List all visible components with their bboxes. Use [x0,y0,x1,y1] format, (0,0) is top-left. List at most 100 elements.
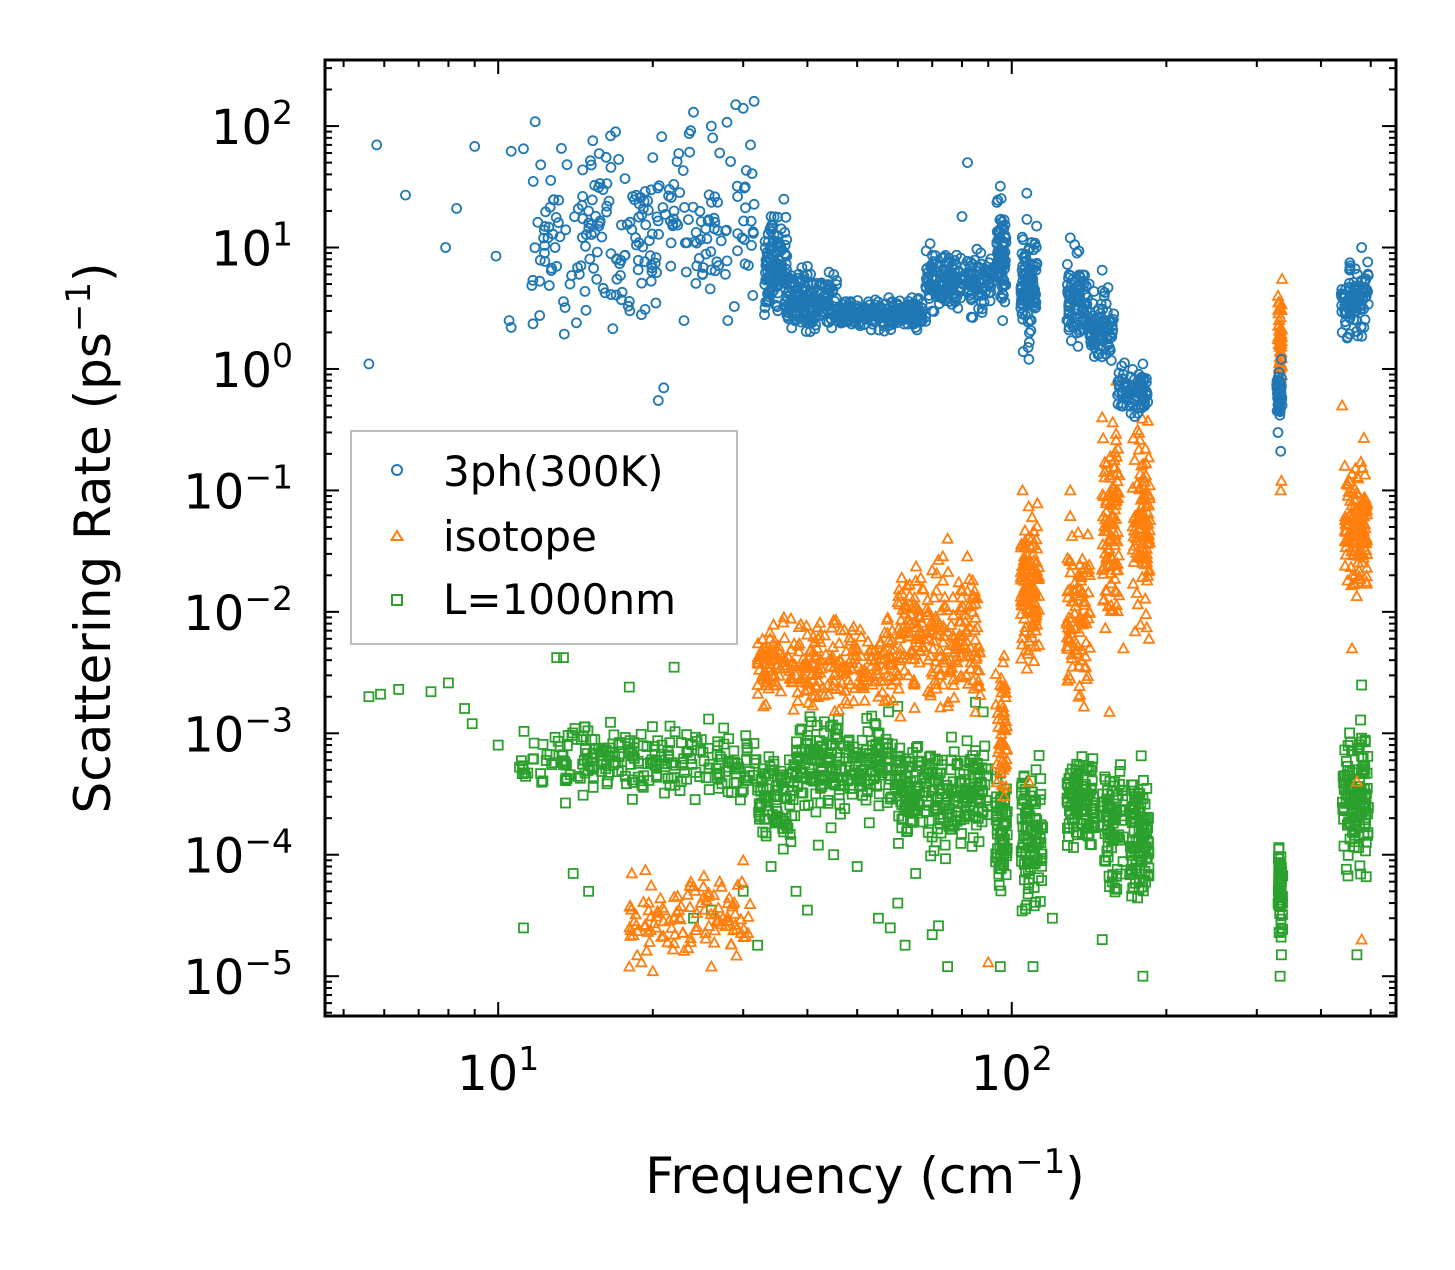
data-point [1136,470,1150,483]
data-point [1360,845,1371,857]
data-point [762,251,773,263]
data-point [1063,509,1077,521]
data-point [552,735,564,747]
data-point [884,922,896,934]
data-point [616,219,627,231]
data-point [725,156,736,167]
data-point [695,744,706,756]
data-point [810,806,822,818]
data-point [994,961,1006,972]
data-point [865,774,876,786]
data-point [791,693,805,706]
data-point [1360,507,1374,520]
data-point [704,283,716,295]
data-point [973,836,985,847]
data-point [776,658,791,671]
data-point [828,704,842,716]
data-point [1097,820,1109,832]
data-point [955,838,967,849]
data-point [1063,286,1075,298]
data-point [1274,358,1288,371]
data-point [666,942,680,955]
data-point [971,674,985,686]
data-point [1063,626,1078,639]
data-point [784,799,796,811]
data-point [740,202,751,214]
data-point [971,243,983,255]
data-point [878,625,892,638]
data-point [605,289,617,300]
data-point [921,652,935,665]
data-point [1275,900,1287,912]
data-point [1104,489,1118,501]
data-point [684,935,698,947]
data-point [794,617,808,630]
data-point [1022,888,1034,900]
data-point [888,317,899,329]
data-point [955,775,967,787]
data-point [1016,777,1028,789]
data-point [1111,864,1123,875]
data-point [1030,764,1042,776]
data-point [763,295,775,307]
data-point [876,767,888,778]
data-point [844,634,858,646]
data-point [658,382,670,394]
data-point [516,755,527,767]
data-point [792,636,807,649]
data-point [1072,340,1084,352]
data-point [520,770,531,782]
data-point [1107,780,1119,792]
data-point [605,716,616,728]
data-point [804,711,816,723]
data-point [681,237,693,249]
data-point [927,590,941,603]
data-point [854,649,868,661]
data-point [1340,863,1352,875]
data-point [1347,826,1358,838]
data-point [1062,779,1074,791]
data-point [907,590,922,603]
data-point [545,174,557,186]
data-point [1360,291,1371,303]
data-point [846,788,858,800]
data-point [1121,380,1133,392]
data-point [863,817,875,829]
data-point [684,146,695,158]
data-point [932,667,947,680]
data-point [610,289,622,301]
data-point [722,315,734,327]
data-point [766,636,780,649]
data-point [1142,631,1156,644]
data-point [751,686,765,699]
data-point [993,224,1005,236]
data-point [1132,482,1147,495]
data-point [748,95,760,107]
data-point [1352,786,1363,798]
data-point [698,926,713,939]
data-point [527,274,539,286]
data-point [1016,847,1028,858]
data-point [1078,594,1092,607]
data-point [962,157,973,169]
data-point [848,681,862,694]
data-point [936,619,950,632]
data-point [838,740,849,752]
data-point [1135,750,1147,762]
data-point [748,738,760,749]
data-point [688,106,699,118]
data-point [1141,390,1153,401]
data-point [1350,470,1364,482]
data-point [668,772,680,783]
data-point [1066,310,1078,322]
data-point [1061,590,1075,603]
data-point [997,789,1011,802]
data-point [1360,871,1372,883]
data-point [1064,565,1078,578]
data-point [999,757,1013,770]
data-point [814,635,828,648]
data-point [720,225,731,237]
data-point [885,633,899,645]
data-point [1129,531,1143,544]
data-point [745,215,757,227]
